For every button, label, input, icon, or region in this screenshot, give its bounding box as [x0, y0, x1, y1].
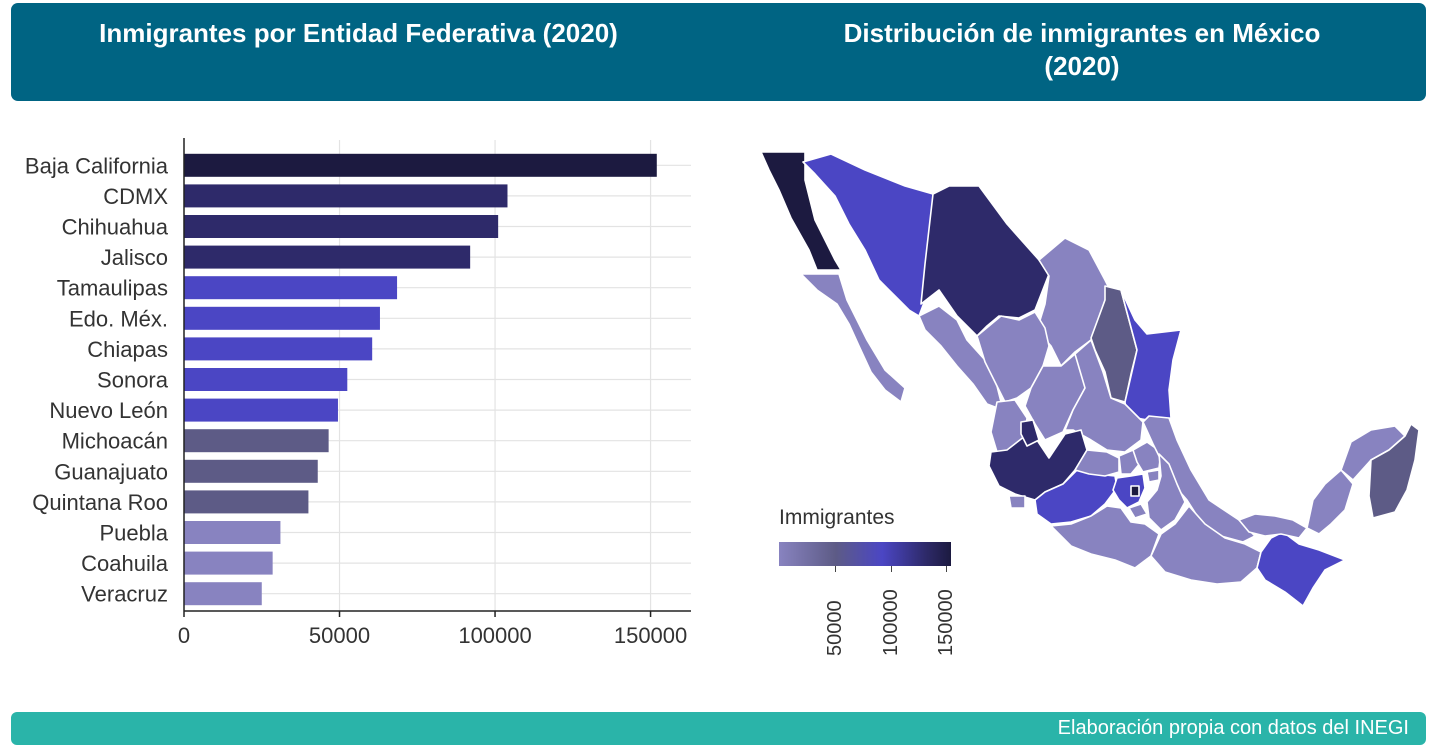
map-state-cdmx — [1130, 485, 1140, 497]
category-label: CDMX — [103, 184, 168, 209]
map-title-line2: (2020) — [1044, 51, 1120, 81]
bar-puebla — [184, 521, 281, 544]
x-tick-label: 0 — [178, 623, 190, 648]
map-state-colima — [1008, 495, 1026, 509]
category-label: Chihuahua — [62, 215, 169, 240]
map-state-sonora — [802, 153, 934, 317]
bar-chihuahua — [184, 215, 499, 238]
legend-label-50000: 50000 — [824, 600, 846, 656]
category-label: Edo. Méx. — [69, 306, 168, 331]
bar-baja-california — [184, 153, 657, 177]
legend-color-scale — [779, 542, 951, 566]
legend-label-150000: 150000 — [935, 589, 957, 656]
bar-veracruz — [184, 582, 262, 606]
category-label: Tamaulipas — [57, 276, 168, 301]
map-title: Distribución de inmigrantes en México (2… — [746, 17, 1418, 83]
category-label: Nuevo León — [49, 398, 168, 423]
map-state-morelos — [1128, 503, 1148, 519]
legend-tick-150000 — [946, 566, 947, 572]
category-label: Michoacán — [62, 429, 168, 454]
map-state-oaxaca — [1150, 505, 1262, 585]
map-state-tabasco — [1238, 513, 1308, 539]
bar-chart: Baja California CDMX Chihuahua Jalisco Tamau… — [25, 138, 691, 648]
bar-edo-m-x- — [184, 306, 380, 330]
map-state-baja-california-sur — [800, 273, 906, 403]
map-state-guanajuato — [1074, 449, 1120, 477]
source-caption: Elaboración propia con datos del INEGI — [1057, 717, 1409, 739]
map-state-puebla — [1146, 453, 1186, 531]
map-title-line1: Distribución de inmigrantes en México — [843, 18, 1321, 48]
bar-guanajuato — [184, 459, 318, 483]
bar-nuevo-le-n — [184, 398, 338, 422]
bar-chiapas — [184, 337, 373, 361]
category-label: Baja California — [25, 153, 169, 178]
map-state-edo-mex — [1112, 473, 1146, 509]
legend-tick-100000 — [891, 566, 892, 572]
map-state-guerrero — [1050, 505, 1160, 569]
map-state-chiapas — [1256, 531, 1346, 607]
map-state-durango — [976, 311, 1050, 403]
legend-tick-50000 — [835, 566, 836, 572]
x-tick-label: 50000 — [309, 623, 370, 648]
bar-coahuila — [184, 551, 273, 575]
category-label: Puebla — [99, 521, 168, 546]
bar-sonora — [184, 368, 348, 391]
category-label: Guanajuato — [54, 459, 168, 484]
legend-title: Immigrantes — [779, 506, 895, 529]
map-state-campeche — [1306, 469, 1354, 535]
category-label: Quintana Roo — [32, 490, 168, 515]
bar-jalisco — [184, 245, 471, 269]
map-state-tlaxcala — [1146, 469, 1160, 483]
header-banner: Inmigrantes por Entidad Federativa (2020… — [11, 3, 1426, 101]
x-tick-label: 100000 — [458, 623, 531, 648]
map-state-hidalgo — [1132, 441, 1162, 473]
map-state-tamaulipas — [1120, 289, 1182, 421]
category-label: Chiapas — [87, 337, 168, 362]
mexico-choropleth-map — [760, 151, 1420, 607]
map-state-quintana-roo — [1368, 423, 1420, 519]
bar-michoac-n — [184, 429, 329, 453]
category-label: Veracruz — [81, 582, 168, 607]
bar-cdmx — [184, 184, 508, 208]
bar-tamaulipas — [184, 276, 398, 300]
category-label: Coahuila — [81, 551, 169, 576]
legend-label-100000: 100000 — [880, 589, 902, 656]
map-state-aguascalientes — [1020, 419, 1040, 447]
bar-quintana-roo — [184, 490, 309, 514]
map-state-baja-california — [760, 151, 842, 271]
x-tick-label: 150000 — [614, 623, 687, 648]
footer-banner: Elaboración propia con datos del INEGI — [11, 712, 1426, 745]
category-label: Sonora — [97, 368, 169, 393]
category-label: Jalisco — [101, 245, 168, 270]
map-state-san-luis-potosi — [1064, 339, 1144, 453]
bar-chart-title: Inmigrantes por Entidad Federativa (2020… — [99, 18, 618, 48]
